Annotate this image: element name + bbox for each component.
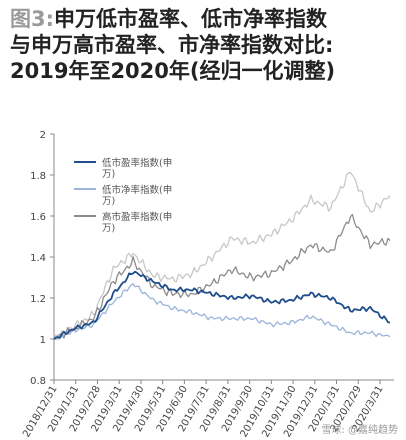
series-line-2 — [53, 213, 391, 340]
figure-label: 图3: — [10, 7, 55, 31]
chart-title: 图3:申万低市盈率、低市净率指数 与申万高市盈率、市净率指数对比: 2019年至… — [10, 6, 402, 84]
line-chart: 0.811.21.41.61.822018/12/312019/1/312019… — [21, 130, 394, 439]
legend-label-cont-1: 万) — [102, 196, 115, 207]
y-tick-label: 1.2 — [30, 294, 46, 305]
y-tick-label: 1.4 — [30, 253, 46, 264]
title-line3: 2019年至2020年(经归一化调整) — [10, 59, 336, 83]
series-line-3 — [53, 172, 391, 341]
y-tick-label: 1 — [40, 335, 46, 346]
legend-label-cont-0: 万) — [102, 169, 115, 180]
y-tick-label: 2 — [40, 130, 46, 141]
series-line-0 — [53, 270, 391, 340]
y-tick-label: 0.8 — [30, 376, 46, 387]
legend-label-2: 高市盈率指数(申 — [102, 211, 172, 223]
legend-label-0: 低市盈率指数(申 — [102, 157, 172, 169]
series-line-1 — [53, 283, 391, 340]
legend-label-1: 低市净率指数(申 — [102, 184, 172, 196]
y-tick-label: 1.8 — [30, 171, 46, 182]
legend-label-cont-2: 万) — [102, 223, 115, 234]
chart-area: 0.8 1 1.2 1.4 1.6 1.8 2 2018/12/31 2019/1/31 2019… — [0, 104, 406, 440]
watermark: 雪球: @嘉纯趋势 — [321, 425, 398, 436]
y-tick-label: 1.6 — [30, 212, 46, 223]
title-line1: 申万低市盈率、低市净率指数 — [54, 7, 328, 31]
title-line2: 与申万高市盈率、市净率指数对比: — [10, 33, 334, 57]
